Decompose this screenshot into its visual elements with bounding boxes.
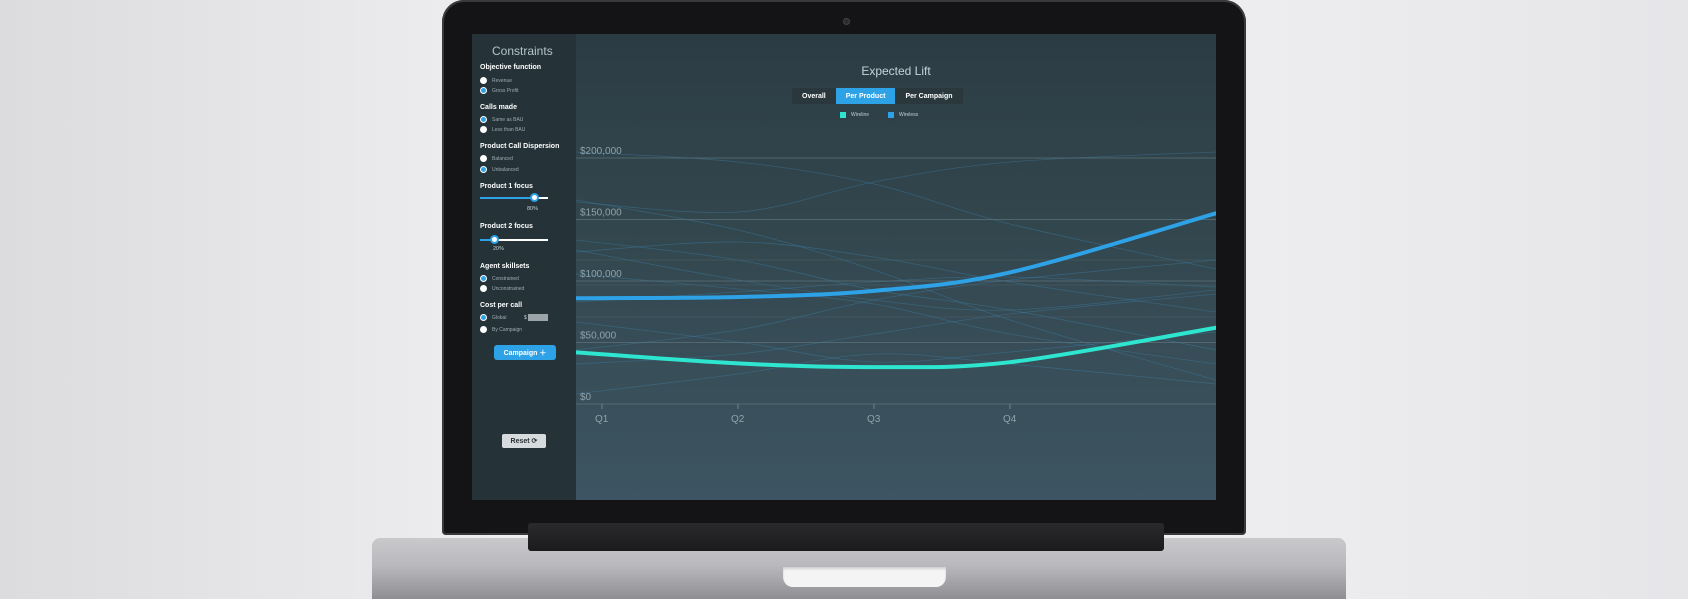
radio-gross-profit[interactable]: Gross Profit	[480, 86, 518, 95]
radio-by-campaign[interactable]: By Campaign	[480, 325, 522, 334]
section-title-skillsets: Agent skillsets	[480, 263, 530, 270]
radio-circle[interactable]	[480, 285, 487, 292]
camera	[843, 18, 850, 25]
cost-currency: $	[524, 315, 527, 321]
product1-value: 80%	[527, 206, 539, 212]
legend-item-wireless: Wireless	[888, 112, 918, 118]
tab-per-campaign[interactable]: Per Campaign	[895, 88, 963, 104]
constraints-sidebar: Constraints Objective function Revenue G…	[472, 34, 576, 500]
radio-same-as-bau[interactable]: Same as BAU	[480, 115, 523, 124]
x-tick-label: Q2	[731, 414, 745, 425]
radio-label: Gross Profit	[492, 87, 519, 94]
y-tick-label: $0	[580, 392, 592, 403]
slider-thumb[interactable]	[489, 235, 499, 244]
radio-label: Revenue	[492, 77, 513, 84]
y-tick-label: $50,000	[580, 331, 617, 342]
slider-thumb[interactable]	[530, 193, 540, 202]
radio-label: Global	[492, 314, 507, 321]
background-series-line	[576, 259, 1216, 351]
background-series-line	[576, 293, 1216, 365]
sidebar-title: Constraints	[492, 44, 553, 58]
view-tabs: Overall Per Product Per Campaign	[792, 88, 963, 104]
x-tick-label: Q4	[1003, 414, 1017, 425]
section-title-cost: Cost per call	[480, 302, 523, 309]
background-series-line	[576, 249, 1216, 311]
radio-global[interactable]: Global	[480, 313, 506, 322]
section-title-objective: Objective function	[480, 64, 542, 71]
radio-unconstrained[interactable]: Unconstrained	[480, 284, 524, 293]
radio-circle[interactable]	[480, 116, 487, 123]
section-title-product2: Product 2 focus	[480, 223, 533, 230]
radio-label: Less than BAU	[492, 126, 526, 133]
radio-label: By Campaign	[492, 326, 523, 333]
chart-panel: $0 $50,000 $100,000 $150,000 $200,000 Q1 Q2 Q3 Q…	[576, 34, 1216, 500]
section-title-dispersion: Product Call Dispersion	[480, 143, 560, 150]
radio-constrained[interactable]: Constrained	[480, 274, 519, 283]
radio-label: Balanced	[492, 155, 513, 162]
x-tick-label: Q3	[867, 414, 881, 425]
legend-label: Wireless	[899, 112, 919, 118]
section-title-product1: Product 1 focus	[480, 183, 533, 190]
cost-input[interactable]	[528, 314, 548, 321]
y-tick-label: $100,000	[580, 269, 622, 280]
legend-swatch	[888, 112, 894, 118]
tab-per-product[interactable]: Per Product	[835, 88, 896, 104]
radio-circle[interactable]	[480, 77, 487, 84]
slider-fill	[480, 197, 535, 199]
y-tick-label: $150,000	[580, 208, 622, 219]
section-title-calls: Calls made	[480, 104, 517, 111]
tab-overall[interactable]: Overall	[792, 88, 836, 104]
add-campaign-button[interactable]: Campaign ＋	[494, 345, 556, 360]
background-series-line	[576, 151, 1216, 213]
radio-circle[interactable]	[480, 155, 487, 162]
radio-circle[interactable]	[480, 326, 487, 333]
radio-circle[interactable]	[480, 275, 487, 282]
x-tick-label: Q1	[595, 414, 609, 425]
y-tick-label: $200,000	[580, 146, 622, 157]
product2-slider[interactable]	[480, 235, 548, 244]
reset-button[interactable]: Reset ⟳	[502, 434, 546, 448]
background-series-line	[576, 321, 1216, 363]
radio-label: Unbalanced	[492, 166, 519, 173]
slider-fill	[480, 239, 494, 241]
radio-circle[interactable]	[480, 314, 487, 321]
product1-slider[interactable]	[480, 193, 548, 202]
radio-circle[interactable]	[480, 87, 487, 94]
legend-label: Wireline	[851, 112, 870, 118]
app-screen: Constraints Objective function Revenue G…	[472, 34, 1216, 500]
background-series-line	[576, 276, 1216, 303]
lift-chart: $0 $50,000 $100,000 $150,000 $200,000 Q1 Q2 Q3 Q…	[576, 146, 1216, 425]
radio-label: Same as BAU	[492, 116, 524, 123]
radio-label: Constrained	[492, 275, 519, 282]
legend-item-wireline: Wireline	[840, 112, 869, 118]
radio-label: Unconstrained	[492, 285, 525, 292]
radio-circle[interactable]	[480, 166, 487, 173]
radio-unbalanced[interactable]: Unbalanced	[480, 165, 519, 174]
series-line-wireless	[576, 211, 1216, 301]
product2-value: 20%	[493, 246, 505, 252]
keyboard	[528, 523, 1164, 551]
chart-title: Expected Lift	[861, 64, 931, 78]
series-line-wireline	[576, 325, 1216, 370]
radio-less-than-bau[interactable]: Less than BAU	[480, 125, 525, 134]
background-series-line	[576, 241, 1216, 313]
lid-notch	[783, 567, 946, 587]
radio-balanced[interactable]: Balanced	[480, 154, 513, 163]
radio-circle[interactable]	[480, 126, 487, 133]
background-series-line	[576, 353, 1216, 395]
radio-revenue[interactable]: Revenue	[480, 76, 512, 85]
legend-swatch	[840, 112, 846, 118]
